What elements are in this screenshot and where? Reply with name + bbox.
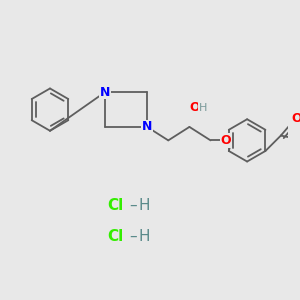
Text: Cl: Cl — [107, 229, 124, 244]
Text: O: O — [292, 112, 300, 125]
Text: –: – — [129, 198, 136, 213]
Text: H: H — [139, 229, 150, 244]
Text: O: O — [221, 134, 231, 147]
Text: N: N — [100, 86, 110, 99]
Text: H: H — [139, 198, 150, 213]
Text: N: N — [142, 120, 152, 134]
Text: O: O — [189, 101, 200, 114]
Text: H: H — [199, 103, 207, 113]
Text: Cl: Cl — [107, 198, 124, 213]
Text: –: – — [129, 229, 136, 244]
